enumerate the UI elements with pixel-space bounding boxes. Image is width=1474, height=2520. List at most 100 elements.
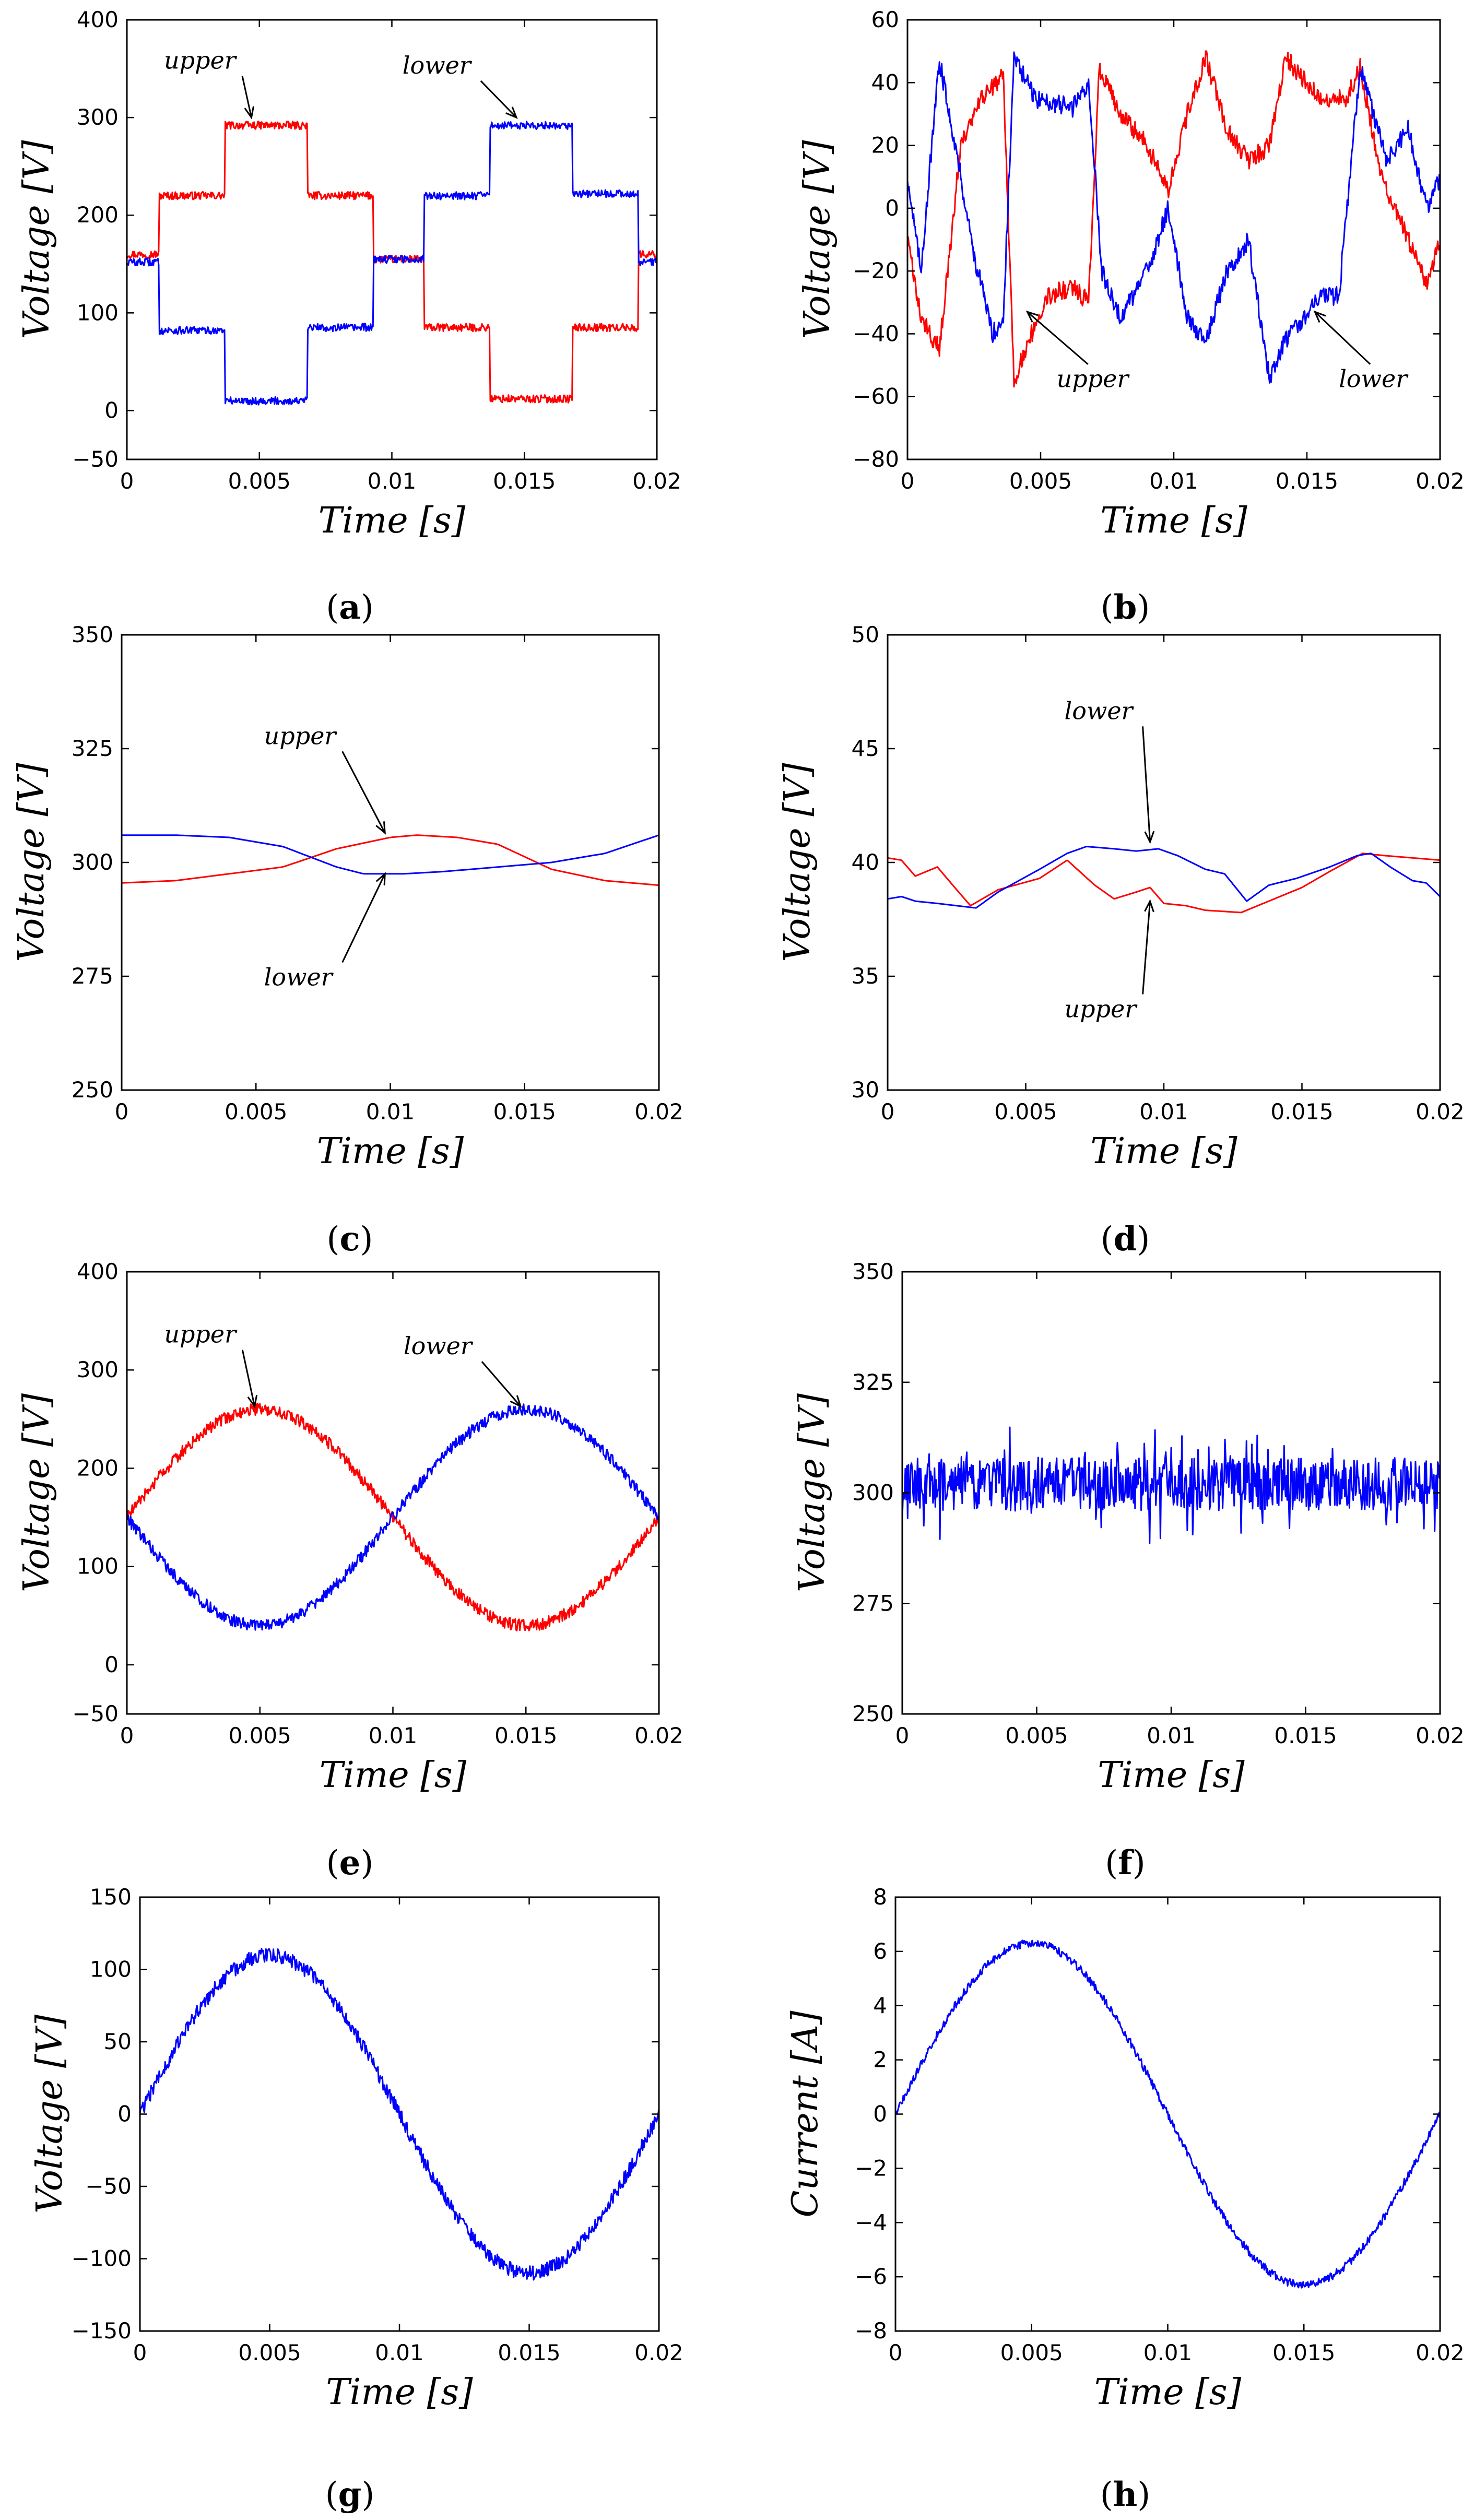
- x-tick-label: 0.005: [229, 1723, 291, 1748]
- series-line-upper: [127, 121, 657, 404]
- y-tick-label: 8: [873, 1884, 887, 1910]
- annotation-arrow: [341, 873, 386, 963]
- plot-frame: [887, 634, 1441, 1091]
- panel-caption: (h): [1100, 2475, 1150, 2514]
- panel-caption: (f): [1105, 1843, 1145, 1883]
- y-tick-label: 0: [117, 2101, 132, 2127]
- series-line-lower: [127, 1403, 659, 1631]
- y-tick-label: 325: [852, 1369, 894, 1395]
- y-tick-label: 400: [77, 7, 119, 32]
- x-tick-label: 0: [881, 1099, 895, 1125]
- y-tick-label: 2: [873, 2047, 887, 2073]
- y-tick-label: 100: [77, 1554, 119, 1579]
- y-tick-label: −150: [72, 2318, 132, 2344]
- series-group: [902, 1426, 1440, 1544]
- x-tick-label: 0.02: [632, 468, 681, 494]
- x-tick-label: 0.015: [1276, 468, 1338, 494]
- annotation-label: upper: [164, 46, 238, 75]
- x-tick-label: 0.02: [1416, 468, 1465, 494]
- chart-panel-f: 0 0.005 0.01 0.015 0.02 250 275 300 325 350 Time […: [792, 1259, 1465, 1883]
- chart-panel-h: 0 0.005 0.01 0.015 0.02 −8 −6 −4 −2 0 2 4 6 8 Time [s]…: [785, 1884, 1465, 2514]
- x-tick-label: 0.01: [368, 468, 417, 494]
- chart-panel-g: 0 0.005 0.01 0.015 0.02 −150 −100 −50 0 50 100 150 T…: [29, 1884, 683, 2514]
- y-axis-label: Current [A]: [785, 2010, 826, 2217]
- y-tick-label: 300: [852, 1480, 894, 1506]
- chart-panel-c: 0 0.005 0.01 0.015 0.02 250 275 300 325 350 Time […: [11, 622, 683, 1259]
- y-tick-label: −60: [853, 384, 899, 409]
- x-tick-label: 0.015: [1272, 2340, 1335, 2365]
- annotation-label: lower: [264, 963, 334, 991]
- y-tick-label: 250: [852, 1701, 894, 1726]
- x-tick-label: 0: [133, 2340, 147, 2365]
- x-tick-label: 0.015: [498, 2340, 560, 2365]
- panel-caption: (g): [325, 2475, 375, 2514]
- x-tick-label: 0.01: [1143, 2340, 1193, 2365]
- y-tick-label: 0: [104, 1652, 119, 1677]
- x-tick-label: 0.01: [366, 1099, 415, 1125]
- x-axis-label: Time [s]: [1094, 2372, 1242, 2413]
- y-axis-label: Voltage [V]: [11, 763, 52, 962]
- y-tick-label: 100: [77, 300, 119, 325]
- y-tick-label: 45: [852, 736, 879, 761]
- y-tick-label: −80: [853, 446, 899, 472]
- x-tick-label: 0.015: [494, 1723, 557, 1748]
- annotation-label: lower: [1339, 365, 1409, 393]
- x-tick-label: 0.005: [225, 1099, 287, 1125]
- chart-panel-e: 0 0.005 0.01 0.015 0.02−500100200300400Time …: [16, 1259, 683, 1883]
- y-tick-label: 50: [852, 622, 879, 647]
- series-line-output: [140, 1948, 659, 2281]
- x-tick-label: 0: [889, 2340, 903, 2365]
- y-tick-label: 150: [90, 1884, 132, 1910]
- x-tick-label: 0.02: [634, 1723, 683, 1748]
- annotation-label: upper: [1057, 365, 1130, 393]
- annotation-label: upper: [1065, 995, 1138, 1023]
- y-tick-label: −20: [853, 258, 899, 283]
- chart-panel-b: 0 0.005 0.01 0.015 0.02 −80 −60 −40 −20 0 20 40 60 Ti…: [797, 7, 1465, 627]
- x-tick-label: 0.005: [228, 468, 291, 494]
- series-line-current: [895, 1939, 1440, 2289]
- x-tick-label: 0.005: [1000, 2340, 1063, 2365]
- annotation-arrowhead: [1313, 310, 1326, 323]
- x-tick-label: 0.02: [634, 2340, 683, 2365]
- annotation-arrow: [481, 1361, 522, 1407]
- series-line-lower: [888, 846, 1440, 909]
- x-axis-label: Time [s]: [326, 2372, 473, 2413]
- annotation-arrow: [1027, 311, 1089, 365]
- x-tick-label: 0: [115, 1099, 129, 1125]
- x-tick-label: 0.015: [1274, 1723, 1337, 1748]
- y-tick-label: −100: [72, 2246, 132, 2271]
- y-tick-label: 300: [77, 104, 119, 130]
- annotation-arrow: [241, 1350, 256, 1407]
- annotation-label: lower: [403, 51, 473, 79]
- annotation-arrow: [480, 80, 517, 119]
- x-tick-label: 0.02: [1416, 2340, 1465, 2365]
- y-tick-label: 60: [871, 7, 899, 32]
- chart-panel-a: 0 0.005 0.01 0.015 0.02−500100200300400Time …: [16, 7, 681, 627]
- y-tick-label: −50: [72, 1701, 119, 1726]
- x-tick-label: 0.005: [1009, 468, 1072, 494]
- y-axis-label: Voltage [V]: [16, 140, 57, 339]
- annotation-arrowhead: [1144, 899, 1154, 913]
- y-tick-label: −40: [853, 321, 899, 346]
- y-tick-label: 20: [871, 133, 899, 158]
- series-group: [127, 1403, 659, 1631]
- annotation-arrowhead: [1025, 310, 1039, 323]
- y-tick-label: 325: [72, 736, 113, 761]
- x-tick-label: 0: [120, 1723, 134, 1748]
- x-axis-label: Time [s]: [1100, 500, 1247, 541]
- annotation-arrowhead: [244, 106, 255, 120]
- annotation-arrowhead: [375, 872, 386, 885]
- x-tick-label: 0.02: [1416, 1723, 1465, 1748]
- y-tick-label: 0: [104, 397, 119, 423]
- annotation-label: lower: [404, 1332, 474, 1360]
- y-tick-label: 200: [77, 202, 119, 228]
- series-group: [895, 1939, 1440, 2289]
- x-tick-label: 0.005: [238, 2340, 301, 2365]
- x-axis-label: Time [s]: [317, 1131, 464, 1172]
- series-group: [122, 834, 659, 886]
- x-tick-label: 0.01: [375, 2340, 424, 2365]
- series-line-lower: [907, 51, 1440, 384]
- panel-caption: (c): [327, 1220, 373, 1259]
- y-tick-label: 300: [77, 1357, 119, 1382]
- x-tick-label: 0.01: [1149, 468, 1198, 494]
